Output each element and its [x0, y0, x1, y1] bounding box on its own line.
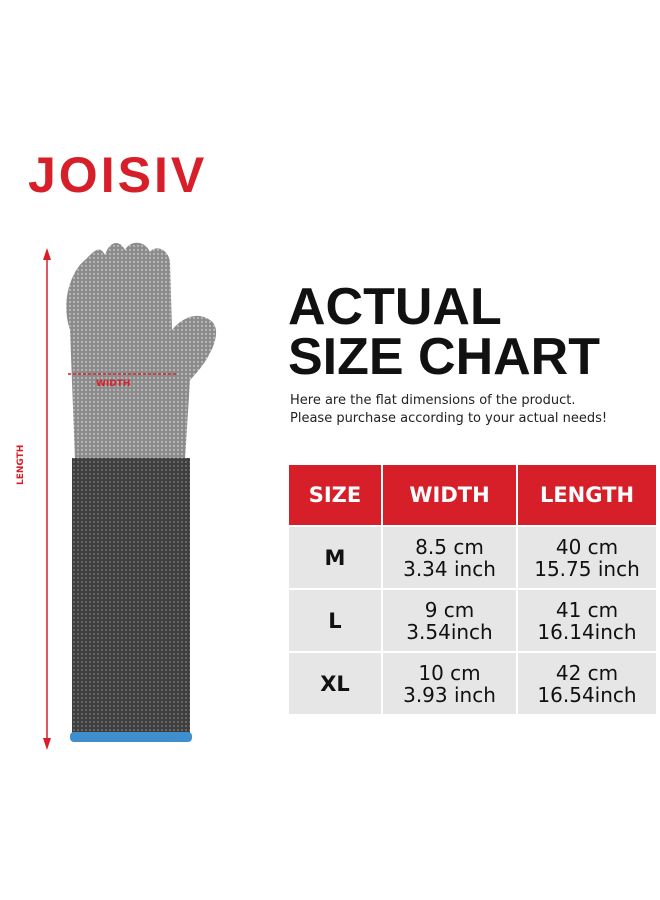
width-inch: 3.54inch: [406, 619, 493, 644]
glove-cuff: [72, 458, 190, 738]
glove-trim: [70, 732, 192, 742]
length-arrow: [43, 248, 51, 750]
length-inch: 16.14inch: [537, 619, 637, 644]
width-inch: 3.93 inch: [403, 682, 496, 707]
header-size: SIZE: [289, 465, 381, 525]
length-cell: 42 cm 16.54inch: [518, 653, 656, 714]
width-inch: 3.34 inch: [403, 556, 496, 581]
table-header-row: SIZE WIDTH LENGTH: [289, 465, 656, 525]
length-label: LENGTH: [16, 444, 26, 485]
table-row: XL 10 cm 3.93 inch 42 cm 16.54inch: [289, 653, 656, 714]
width-label: WIDTH: [96, 379, 131, 389]
width-cm: 9 cm: [424, 597, 475, 622]
brand-logo: JOISIV: [28, 147, 208, 203]
table-row: M 8.5 cm 3.34 inch 40 cm 15.75 inch: [289, 527, 656, 588]
length-cell: 40 cm 15.75 inch: [518, 527, 656, 588]
width-cell: 9 cm 3.54inch: [383, 590, 516, 651]
description: Here are the flat dimensions of the prod…: [290, 393, 608, 426]
table-row: L 9 cm 3.54inch 41 cm 16.14inch: [289, 590, 656, 651]
length-cm: 41 cm: [555, 597, 619, 622]
glove-image: [43, 242, 217, 750]
width-cell: 8.5 cm 3.34 inch: [383, 527, 516, 588]
size-cell: XL: [289, 653, 381, 714]
glove-hand: [66, 242, 217, 460]
length-cm: 42 cm: [555, 660, 619, 685]
header-width: WIDTH: [383, 465, 516, 525]
length-cell: 41 cm 16.14inch: [518, 590, 656, 651]
width-cm: 8.5 cm: [415, 534, 484, 559]
size-cell: M: [289, 527, 381, 588]
width-cm: 10 cm: [418, 660, 481, 685]
title-line-1: ACTUAL: [288, 278, 502, 336]
header-length: LENGTH: [518, 465, 656, 525]
size-table: SIZE WIDTH LENGTH M 8.5 cm 3.34 inch 40 c…: [287, 463, 658, 716]
length-cm: 40 cm: [555, 534, 619, 559]
width-cell: 10 cm 3.93 inch: [383, 653, 516, 714]
page-title: ACTUAL SIZE CHART: [288, 278, 600, 386]
title-line-2: SIZE CHART: [288, 328, 600, 386]
size-cell: L: [289, 590, 381, 651]
length-inch: 15.75 inch: [534, 556, 640, 581]
length-inch: 16.54inch: [537, 682, 637, 707]
